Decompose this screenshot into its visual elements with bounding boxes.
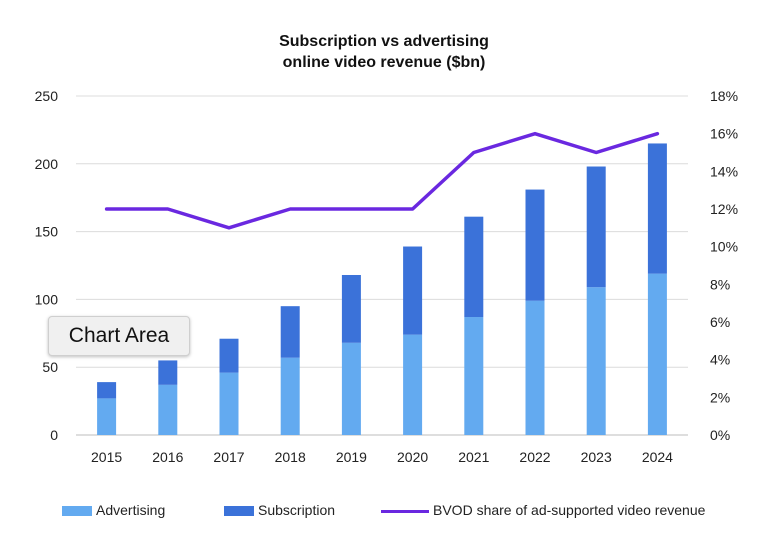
y-left-tick-label: 150: [35, 224, 59, 240]
bar-advertising-2024[interactable]: [647, 273, 667, 435]
subscription-swatch: [224, 506, 254, 517]
x-tick-label: 2017: [213, 449, 244, 465]
y-left-tick-label: 100: [35, 291, 59, 307]
x-tick-label: 2016: [152, 449, 183, 465]
legend-item-bvod-share[interactable]: BVOD share of ad-supported video revenue: [381, 502, 705, 518]
chart-title-line-1: Subscription vs advertising: [279, 33, 489, 50]
bar-subscription-2020[interactable]: [403, 246, 423, 335]
line-bvod-share[interactable]: [104, 131, 660, 230]
bar-advertising-2020[interactable]: [403, 334, 423, 435]
bar-advertising-2022[interactable]: [525, 300, 545, 435]
y-right-tick-label: 12%: [710, 201, 738, 217]
y-left-tick-label: 0: [50, 427, 58, 443]
bar-subscription-2022[interactable]: [525, 189, 545, 301]
chart-title: Subscription vs advertising online video…: [0, 31, 768, 73]
bar-subscription-2024[interactable]: [647, 143, 667, 274]
y-left-tick-label: 250: [35, 88, 59, 104]
bar-advertising-2016[interactable]: [158, 384, 178, 435]
x-tick-label: 2020: [397, 449, 428, 465]
advertising-swatch: [62, 506, 92, 517]
x-tick-label: 2015: [91, 449, 122, 465]
y-right-tick-label: 14%: [710, 163, 738, 179]
y-right-tick-label: 0%: [710, 427, 730, 443]
y-right-tick-label: 18%: [710, 88, 738, 104]
bar-subscription-2016[interactable]: [158, 360, 178, 385]
bar-advertising-2021[interactable]: [464, 317, 484, 435]
y-right-tick-label: 8%: [710, 276, 730, 292]
x-tick-label: 2021: [458, 449, 489, 465]
bar-subscription-2019[interactable]: [341, 274, 361, 343]
bar-subscription-2021[interactable]: [464, 216, 484, 318]
bar-subscription-2015[interactable]: [97, 382, 117, 399]
bar-advertising-2015[interactable]: [97, 398, 117, 435]
bar-advertising-2018[interactable]: [280, 357, 300, 435]
y-left-tick-label: 50: [42, 359, 58, 375]
x-tick-label: 2024: [642, 449, 673, 465]
bar-advertising-2023[interactable]: [586, 287, 606, 435]
y-right-tick-label: 10%: [710, 239, 738, 255]
bar-subscription-2018[interactable]: [280, 306, 300, 358]
legend-label-subscription: Subscription: [258, 502, 336, 518]
chart-area-tooltip: Chart Area: [48, 316, 190, 356]
x-tick-label: 2019: [336, 449, 367, 465]
x-tick-label: 2018: [275, 449, 306, 465]
legend-item-subscription[interactable]: Subscription: [224, 502, 335, 518]
legend-item-advertising[interactable]: Advertising: [62, 502, 165, 518]
x-tick-label: 2022: [519, 449, 550, 465]
y-right-tick-label: 16%: [710, 126, 738, 142]
bar-subscription-2023[interactable]: [586, 166, 606, 288]
y-right-tick-label: 2%: [710, 389, 730, 405]
chart-title-line-2: online video revenue ($bn): [282, 54, 486, 71]
y-left-tick-label: 200: [35, 156, 59, 172]
y-right-tick-label: 4%: [710, 352, 730, 368]
legend-label-advertising: Advertising: [96, 502, 166, 518]
y-right-tick-label: 6%: [710, 314, 730, 330]
bar-advertising-2019[interactable]: [341, 342, 361, 435]
legend-label-bvod-share: BVOD share of ad-supported video revenue: [433, 502, 706, 518]
bar-advertising-2017[interactable]: [219, 372, 239, 435]
x-tick-label: 2023: [581, 449, 612, 465]
bar-subscription-2017[interactable]: [219, 338, 239, 373]
bvod-line-swatch: [381, 509, 429, 513]
